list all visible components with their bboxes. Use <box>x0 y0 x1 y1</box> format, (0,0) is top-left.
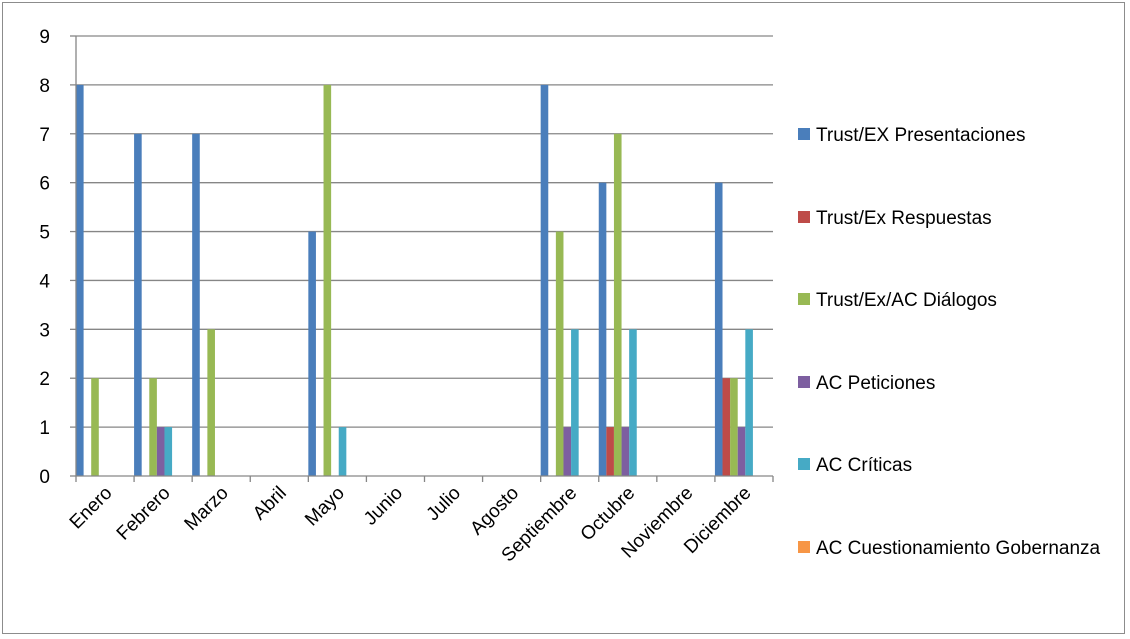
bar <box>606 427 614 476</box>
y-tick-label: 4 <box>39 271 50 292</box>
legend-item: Trust/Ex/AC Diálogos <box>798 288 1116 314</box>
gridlines <box>76 36 773 427</box>
x-tick-label: Julio <box>423 483 465 525</box>
x-tick-label: Agosto <box>466 483 523 540</box>
y-tick-label: 2 <box>39 369 50 390</box>
legend-label: AC Peticiones <box>816 371 1116 397</box>
bar <box>91 378 99 476</box>
legend-label: AC Críticas <box>816 453 1116 479</box>
legend-swatch <box>798 458 810 470</box>
bar <box>723 378 731 476</box>
y-tick-label: 5 <box>39 223 50 244</box>
legend-swatch <box>798 541 810 553</box>
legend-item: Trust/Ex Respuestas <box>798 206 1116 232</box>
x-tick-label: Abril <box>249 483 291 525</box>
bar <box>164 427 172 476</box>
x-tick-label: Junio <box>360 483 407 530</box>
legend-item: Trust/EX Presentaciones <box>798 123 1116 149</box>
bar <box>76 85 84 476</box>
x-tick-label: Mayo <box>301 483 349 531</box>
bar <box>149 378 157 476</box>
bar <box>563 427 571 476</box>
legend-swatch <box>798 211 810 223</box>
legend-label: Trust/Ex/AC Diálogos <box>816 288 1116 314</box>
y-tick-label: 1 <box>39 418 50 439</box>
legend-label: Trust/EX Presentaciones <box>816 123 1116 149</box>
bar <box>738 427 746 476</box>
y-tick-label: 7 <box>39 125 50 146</box>
legend-swatch <box>798 128 810 140</box>
bar <box>571 329 579 476</box>
y-tick-label: 8 <box>39 76 50 97</box>
bar <box>622 427 630 476</box>
bar <box>192 134 200 476</box>
y-tick-label: 9 <box>39 27 50 48</box>
bar <box>715 183 723 476</box>
bar <box>324 85 332 476</box>
x-tick-label: Marzo <box>181 483 233 535</box>
bar <box>339 427 347 476</box>
bar <box>157 427 165 476</box>
axes <box>76 36 773 482</box>
bar <box>745 329 753 476</box>
bar <box>134 134 142 476</box>
legend-item: AC Críticas <box>798 453 1116 479</box>
y-tick-label: 3 <box>39 320 50 341</box>
legend-item: AC Cuestionamiento Gobernanza <box>798 536 1116 562</box>
legend-swatch <box>798 293 810 305</box>
legend: Trust/EX Presentaciones Trust/Ex Respuest… <box>798 0 1128 639</box>
bar <box>541 85 549 476</box>
bar <box>207 329 215 476</box>
bar <box>629 329 637 476</box>
legend-label: AC Cuestionamiento Gobernanza <box>816 536 1116 562</box>
legend-item: AC Peticiones <box>798 371 1116 397</box>
legend-label: Trust/Ex Respuestas <box>816 206 1116 232</box>
y-axis-ticks: 0 1 2 3 4 5 6 7 8 9 <box>39 27 76 488</box>
bar <box>556 232 564 476</box>
y-tick-label: 6 <box>39 174 50 195</box>
bar <box>599 183 607 476</box>
bar <box>308 232 316 476</box>
bar <box>614 134 622 476</box>
x-tick-label: Febrero <box>113 483 175 545</box>
y-tick-label: 0 <box>39 467 50 488</box>
x-tick-label: Enero <box>66 483 117 534</box>
legend-swatch <box>798 376 810 388</box>
bar <box>730 378 738 476</box>
